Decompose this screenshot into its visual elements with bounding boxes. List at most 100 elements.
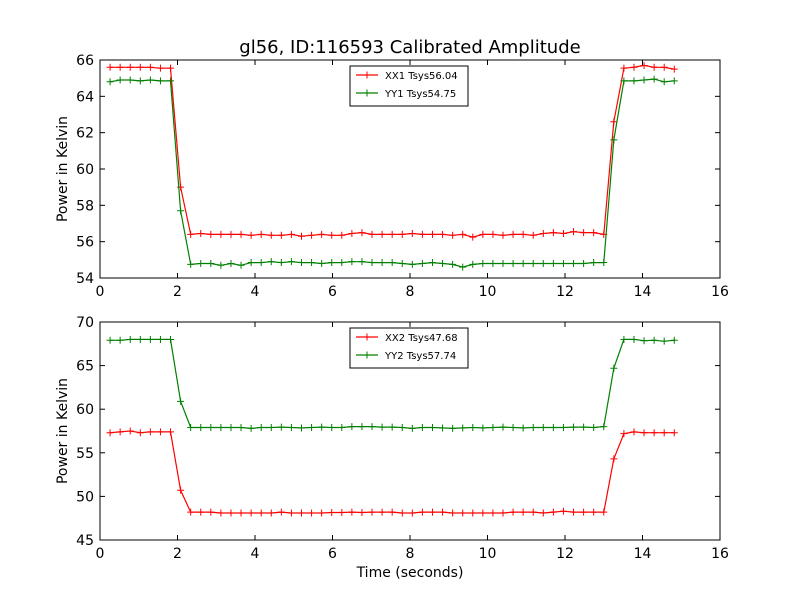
x-tick-label: 6 — [328, 546, 337, 562]
data-point — [509, 259, 517, 267]
data-point — [338, 231, 346, 239]
data-point — [378, 423, 386, 431]
data-point — [167, 335, 175, 343]
data-point — [277, 508, 285, 516]
y-tick-label: 65 — [76, 359, 94, 375]
data-point — [439, 259, 447, 267]
data-point — [207, 424, 215, 432]
data-point — [217, 509, 225, 517]
chart-title: gl56, ID:116593 Calibrated Amplitude — [239, 37, 580, 58]
data-point — [308, 231, 316, 239]
data-point — [328, 424, 336, 432]
plot-panel-2: 0 2 4 6 8 10 12 14 16 45 50 55 60 65 70 Power in Kelvin… — [55, 315, 729, 562]
data-point — [590, 508, 598, 516]
data-point — [549, 508, 557, 516]
x-tick-label: 12 — [556, 284, 574, 300]
data-point — [418, 259, 426, 267]
data-point — [267, 424, 275, 432]
data-point — [146, 76, 154, 84]
data-point — [418, 424, 426, 432]
data-point — [308, 509, 316, 517]
data-point — [590, 424, 598, 432]
data-point — [257, 424, 265, 432]
data-point — [449, 260, 457, 268]
data-point — [600, 508, 608, 516]
x-tick-label: 8 — [406, 284, 415, 300]
data-point — [257, 259, 265, 267]
x-tick-label: 6 — [328, 284, 337, 300]
data-point — [388, 230, 396, 238]
data-point — [650, 63, 658, 71]
legend: XX1 Tsys56.04 YY1 Tsys54.75 — [349, 65, 469, 107]
data-point — [509, 230, 517, 238]
data-point — [570, 259, 578, 267]
data-point — [338, 424, 346, 432]
data-point — [418, 230, 426, 238]
data-point — [298, 509, 305, 517]
data-point — [650, 75, 658, 83]
data-point — [177, 486, 185, 494]
data-point — [217, 230, 225, 238]
data-point — [459, 424, 467, 432]
data-point — [408, 229, 416, 237]
x-tick-label: 0 — [96, 284, 105, 300]
data-point — [529, 508, 537, 516]
data-point — [398, 259, 406, 267]
data-point — [136, 429, 144, 437]
data-point — [388, 259, 396, 267]
data-point — [670, 336, 678, 344]
data-point — [529, 231, 537, 239]
x-tick-label: 10 — [479, 546, 497, 562]
x-tick-label: 0 — [96, 546, 105, 562]
data-point — [650, 429, 658, 437]
data-point — [358, 229, 366, 237]
data-point — [590, 259, 598, 267]
legend-marker — [363, 89, 371, 97]
data-point — [439, 424, 447, 432]
data-point — [519, 259, 527, 267]
data-point — [449, 424, 457, 432]
data-point — [459, 263, 467, 271]
data-point — [146, 428, 154, 436]
data-point — [368, 508, 376, 516]
data-point — [670, 429, 678, 437]
data-point — [489, 509, 497, 517]
data-point — [559, 229, 567, 237]
data-point — [126, 63, 134, 71]
data-point — [177, 207, 185, 215]
data-point — [197, 229, 205, 237]
legend-marker — [363, 351, 371, 359]
data-point — [428, 508, 436, 516]
data-point — [660, 78, 668, 86]
data-point — [408, 260, 416, 268]
x-tick-label: 10 — [479, 284, 497, 300]
y-tick-label: 50 — [76, 489, 94, 505]
x-tick-label: 14 — [634, 284, 652, 300]
legend-box — [349, 327, 469, 369]
data-point — [660, 63, 668, 71]
data-point — [237, 509, 245, 517]
data-point — [257, 230, 265, 238]
data-point — [600, 423, 608, 431]
data-point — [428, 424, 436, 432]
data-point — [328, 259, 336, 267]
data-point — [509, 424, 517, 432]
data-point — [570, 508, 578, 516]
data-point — [499, 423, 507, 431]
x-tick-label: 8 — [406, 546, 415, 562]
legend-label: XX1 Tsys56.04 — [385, 71, 458, 82]
data-point — [358, 423, 366, 431]
data-point — [287, 424, 295, 432]
data-point — [559, 424, 567, 432]
legend-label: YY2 Tsys57.74 — [384, 351, 456, 362]
data-point — [398, 424, 406, 432]
y-axis-label: Power in Kelvin — [55, 116, 71, 222]
data-point — [358, 509, 366, 517]
data-point — [368, 230, 376, 238]
data-point — [116, 76, 124, 84]
data-point — [298, 232, 305, 240]
data-point — [479, 509, 487, 517]
data-point — [298, 259, 305, 267]
data-point — [660, 429, 668, 437]
